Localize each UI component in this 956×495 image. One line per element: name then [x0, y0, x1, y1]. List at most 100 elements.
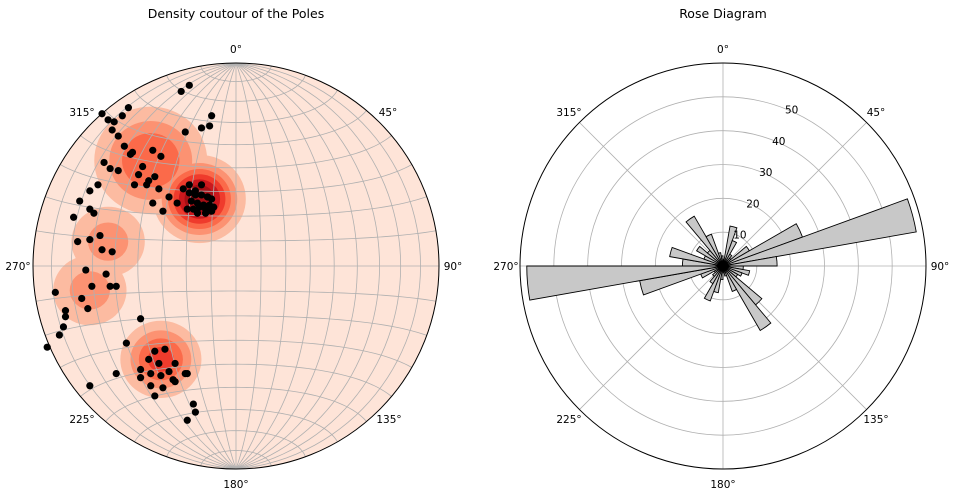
pole-point [185, 81, 193, 89]
pole-point [82, 266, 90, 274]
stereo-parallel [80, 363, 392, 397]
pole-point [70, 213, 78, 221]
stereo-parallel [200, 65, 272, 82]
pole-point [106, 282, 114, 290]
pole-point [86, 236, 94, 244]
pole-point [155, 185, 163, 193]
rose-bar [717, 252, 724, 267]
pole-point [155, 359, 163, 368]
stereo-label-90: 90° [444, 261, 463, 273]
stereo-parallel [80, 135, 392, 169]
stereo-parallel [60, 164, 412, 193]
rose-bar [720, 255, 724, 267]
pole-point [96, 231, 104, 240]
rose-bar [526, 265, 724, 301]
pole-point [112, 282, 120, 290]
pole-point [159, 207, 167, 215]
rose-spoke [579, 265, 724, 410]
rose-label-0: 0° [717, 44, 729, 56]
pole-point [157, 152, 165, 160]
stereo-parallel [45, 196, 427, 217]
pole-point [134, 171, 143, 179]
stereonet-grid [33, 63, 439, 469]
rose-outline [519, 62, 927, 470]
stereo-label-45: 45° [379, 107, 398, 119]
pole-point [98, 246, 106, 254]
stereo-parallel [134, 409, 338, 443]
pole-point [191, 191, 199, 199]
pole-point [187, 197, 195, 205]
rose-spoke [579, 122, 724, 267]
rose-title: Rose Diagram [679, 6, 767, 21]
pole-point [86, 205, 94, 213]
stereo-parallel [105, 386, 367, 422]
stereo-parallel [166, 430, 306, 457]
pole-point [206, 122, 214, 130]
pole-point [76, 197, 84, 205]
stereonet-title: Density coutour of the Poles [148, 6, 324, 21]
rose-label-45: 45° [867, 107, 886, 119]
pole-point [197, 124, 206, 132]
density-level-2-2 [87, 222, 129, 261]
stereo-label-270: 270° [5, 261, 30, 273]
rose-bar [722, 265, 772, 332]
pole-point [106, 164, 114, 173]
pole-point [147, 369, 155, 378]
pole-point [208, 112, 216, 120]
pole-point [61, 307, 70, 315]
rose-direction-labels: 0° 45° 90° 135° 180° 225° 270° 315° [493, 44, 949, 491]
pole-point [185, 181, 193, 189]
pole-point [86, 187, 94, 195]
stereo-label-315: 315° [69, 107, 94, 119]
pole-point [185, 189, 193, 197]
pole-point [124, 104, 133, 112]
pole-point [149, 199, 157, 207]
pole-points [43, 81, 218, 424]
rose-label-270: 270° [493, 261, 518, 273]
pole-point [139, 162, 147, 171]
rose-label-135: 135° [863, 414, 888, 426]
pole-point [118, 112, 126, 120]
stereo-parallel [36, 290, 436, 302]
pole-point [122, 339, 130, 347]
pole-point [197, 181, 206, 189]
pole-point [179, 185, 187, 193]
rose-rtick-10: 10 [733, 230, 746, 242]
stereo-label-135: 135° [376, 414, 401, 426]
pole-point [171, 359, 179, 368]
pole-point [102, 270, 110, 278]
pole-point [165, 193, 173, 201]
stereo-parallel [45, 315, 427, 336]
pole-point [193, 209, 202, 217]
rose-bar [705, 233, 724, 267]
rose-rtick-30: 30 [759, 167, 772, 179]
pole-point [130, 181, 139, 189]
rose-label-90: 90° [931, 261, 950, 273]
pole-point [120, 142, 128, 150]
rose-bar [722, 265, 738, 293]
pole-point [171, 378, 179, 386]
pole-point [74, 238, 82, 246]
pole-point [203, 193, 212, 201]
pole-point [183, 205, 191, 213]
pole-point [151, 347, 159, 355]
pole-point [191, 408, 199, 416]
rose-label-180: 180° [710, 479, 735, 491]
stereo-parallel [105, 110, 367, 146]
pole-point [108, 248, 116, 256]
pole-point [195, 203, 204, 211]
stereo-parallel [134, 89, 338, 123]
pole-point [145, 355, 153, 363]
pole-point [183, 416, 191, 424]
pole-point [181, 369, 189, 378]
pole-point [177, 87, 185, 96]
pole-point [189, 400, 197, 408]
pole-point [84, 305, 92, 313]
rose-bar [722, 256, 778, 267]
rose-radial-tick-labels: 10 20 30 40 50 [733, 105, 798, 242]
stereonet-chart: Density coutour of the Poles 0° 45° 90° … [5, 6, 462, 491]
rose-bar [696, 245, 724, 267]
pole-point [136, 374, 145, 382]
pole-point [100, 158, 108, 167]
